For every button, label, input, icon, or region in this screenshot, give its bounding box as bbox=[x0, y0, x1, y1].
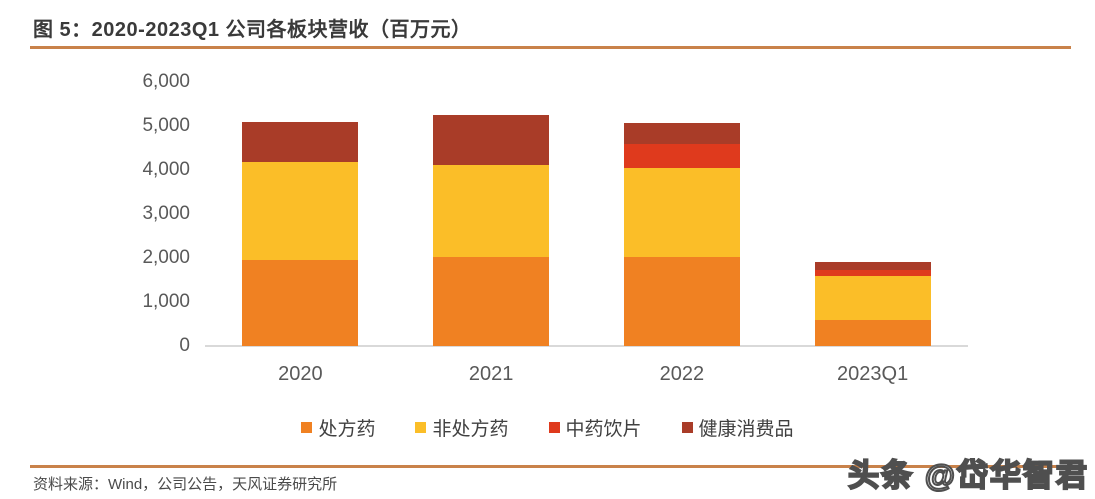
legend-swatch-icon bbox=[681, 422, 693, 433]
bar-segment bbox=[433, 114, 550, 166]
legend-item: 健康消费品 bbox=[681, 414, 794, 441]
legend-label: 中药饮片 bbox=[565, 419, 642, 440]
bar-segment bbox=[242, 162, 359, 261]
bar-segment bbox=[433, 165, 550, 258]
y-axis-tick-label: 3,000 bbox=[142, 203, 190, 224]
bar-segment bbox=[623, 167, 740, 257]
bar-segment bbox=[814, 262, 931, 270]
bar-segment bbox=[623, 123, 740, 144]
legend-label: 非处方药 bbox=[432, 419, 509, 440]
legend-swatch-icon bbox=[548, 422, 560, 433]
y-axis-tick-label: 4,000 bbox=[142, 159, 190, 180]
y-axis-tick-label: 5,000 bbox=[142, 115, 190, 136]
title-underline-rule bbox=[30, 46, 1071, 49]
y-axis-tick-label: 1,000 bbox=[142, 291, 190, 312]
bar-segment bbox=[242, 260, 359, 346]
y-axis-tick-label: 0 bbox=[179, 335, 190, 356]
y-axis-tick-label: 6,000 bbox=[142, 71, 190, 92]
figure-title: 图 5：2020-2023Q1 公司各板块营收（百万元） bbox=[33, 19, 472, 41]
legend-swatch-icon bbox=[301, 422, 313, 433]
legend-item: 中药饮片 bbox=[548, 414, 642, 441]
x-axis-tick-label: 2022 bbox=[659, 363, 705, 385]
legend-item: 非处方药 bbox=[415, 414, 509, 441]
chart-legend: 处方药 非处方药 中药饮片 健康消费品 bbox=[0, 414, 1095, 441]
bar-segment bbox=[814, 276, 931, 320]
bar-segment bbox=[814, 319, 931, 346]
legend-item: 处方药 bbox=[301, 414, 375, 441]
y-axis-tick-label: 2,000 bbox=[142, 247, 190, 268]
bar-segment bbox=[814, 269, 931, 277]
bar-segment bbox=[623, 143, 740, 168]
x-axis-tick-label: 2023Q1 bbox=[837, 363, 909, 385]
legend-swatch-icon bbox=[415, 422, 427, 433]
footer-rule bbox=[30, 465, 1063, 468]
source-note: 资料来源：Wind，公司公告，天风证券研究所 bbox=[33, 476, 338, 493]
x-axis-baseline bbox=[205, 345, 968, 347]
bar-segment bbox=[623, 256, 740, 346]
legend-label: 健康消费品 bbox=[698, 419, 794, 440]
bar-segment bbox=[242, 122, 359, 163]
legend-label: 处方药 bbox=[318, 419, 376, 440]
bar-segment bbox=[433, 257, 550, 346]
watermark-text: 头条 @岱华智君 bbox=[847, 457, 1089, 494]
x-axis-tick-label: 2020 bbox=[278, 363, 323, 385]
x-axis-tick-label: 2021 bbox=[468, 363, 514, 385]
